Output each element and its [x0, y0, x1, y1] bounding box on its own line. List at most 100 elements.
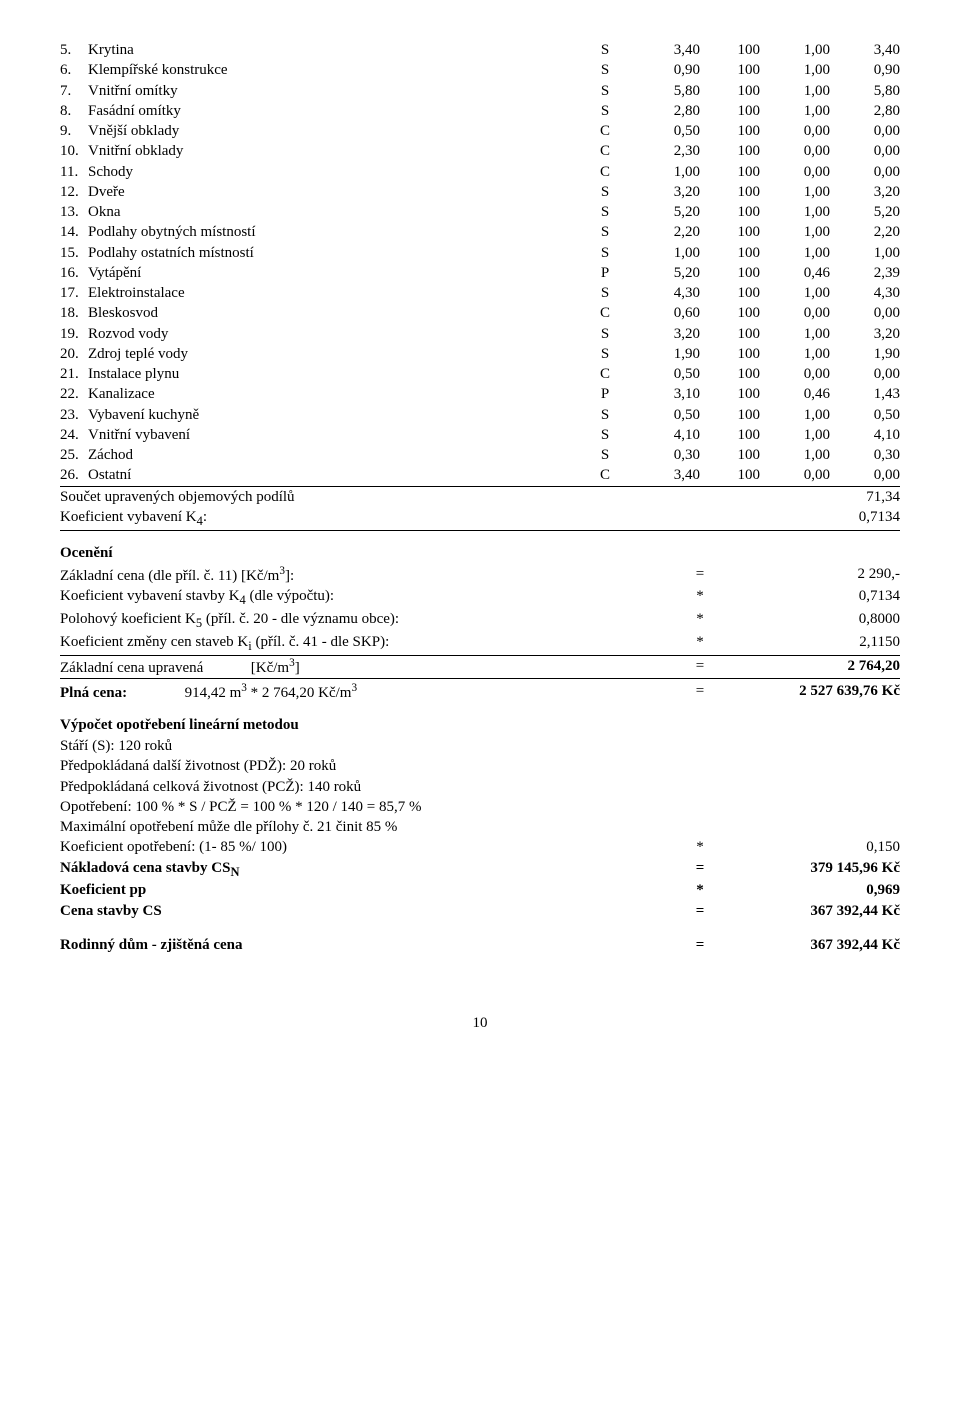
item-v4: 3,40 — [830, 40, 900, 60]
item-v2: 100 — [700, 405, 760, 425]
item-v3: 1,00 — [760, 283, 830, 303]
item-num: 26. — [60, 465, 88, 485]
item-v4: 4,30 — [830, 283, 900, 303]
opot-calc: Koeficient opotřebení: (1- 85 %/ 100)*0,… — [60, 837, 900, 921]
table-row: 7.Vnitřní omítkyS5,801001,005,80 — [60, 81, 900, 101]
opot-calc-label: Cena stavby CS — [60, 901, 680, 921]
item-v2: 100 — [700, 60, 760, 80]
item-v2: 100 — [700, 324, 760, 344]
opot-head: Výpočet opotřebení lineární metodou — [60, 717, 900, 734]
item-v3: 0,46 — [760, 263, 830, 283]
item-num: 12. — [60, 182, 88, 202]
item-v4: 2,20 — [830, 222, 900, 242]
item-v1: 0,50 — [630, 364, 700, 384]
final-row: Rodinný dům - zjištěná cena = 367 392,44… — [60, 935, 900, 955]
item-v2: 100 — [700, 222, 760, 242]
item-v2: 100 — [700, 344, 760, 364]
item-name: Vnitřní obklady — [88, 141, 580, 161]
item-num: 24. — [60, 425, 88, 445]
item-v4: 2,80 — [830, 101, 900, 121]
item-v1: 0,60 — [630, 303, 700, 323]
item-v1: 2,20 — [630, 222, 700, 242]
item-v1: 3,40 — [630, 465, 700, 485]
item-name: Ostatní — [88, 465, 580, 485]
item-num: 15. — [60, 243, 88, 263]
item-v1: 2,30 — [630, 141, 700, 161]
sum-row-2: Koeficient vybavení K4: 0,7134 — [60, 507, 900, 531]
item-type: C — [580, 364, 630, 384]
opot-calc-eq: * — [680, 837, 720, 857]
item-v4: 1,90 — [830, 344, 900, 364]
item-num: 9. — [60, 121, 88, 141]
item-type: C — [580, 465, 630, 485]
item-v2: 100 — [700, 445, 760, 465]
item-num: 18. — [60, 303, 88, 323]
table-row: 19.Rozvod vodyS3,201001,003,20 — [60, 324, 900, 344]
item-type: S — [580, 324, 630, 344]
item-type: C — [580, 141, 630, 161]
item-name: Vnější obklady — [88, 121, 580, 141]
item-v1: 0,50 — [630, 121, 700, 141]
opot-line: Stáří (S): 120 roků — [60, 736, 900, 756]
table-row: 18.BleskosvodC0,601000,000,00 — [60, 303, 900, 323]
item-name: Záchod — [88, 445, 580, 465]
table-row: 25.ZáchodS0,301001,000,30 — [60, 445, 900, 465]
sum-val-2: 0,7134 — [800, 507, 900, 530]
item-type: P — [580, 384, 630, 404]
zcu-eq: = — [680, 656, 720, 678]
opot-calc-val: 379 145,96 Kč — [720, 858, 900, 881]
item-v2: 100 — [700, 40, 760, 60]
plna-eq: = — [680, 681, 720, 703]
ocen-eq: * — [680, 586, 720, 609]
item-num: 13. — [60, 202, 88, 222]
item-v4: 0,00 — [830, 141, 900, 161]
item-v3: 1,00 — [760, 40, 830, 60]
ocen-val: 2 290,- — [720, 564, 900, 586]
item-num: 8. — [60, 101, 88, 121]
item-v2: 100 — [700, 283, 760, 303]
item-v1: 3,20 — [630, 182, 700, 202]
item-num: 19. — [60, 324, 88, 344]
item-num: 20. — [60, 344, 88, 364]
item-v3: 1,00 — [760, 182, 830, 202]
item-v4: 3,20 — [830, 324, 900, 344]
item-v3: 1,00 — [760, 81, 830, 101]
plna-row: Plná cena: 914,42 m3 * 2 764,20 Kč/m3 = … — [60, 681, 900, 703]
item-type: S — [580, 182, 630, 202]
item-v4: 0,30 — [830, 445, 900, 465]
plna-label: Plná cena: 914,42 m3 * 2 764,20 Kč/m3 — [60, 681, 680, 703]
item-v2: 100 — [700, 121, 760, 141]
item-num: 25. — [60, 445, 88, 465]
item-v4: 2,39 — [830, 263, 900, 283]
item-v1: 5,20 — [630, 202, 700, 222]
item-v4: 1,43 — [830, 384, 900, 404]
opot-calc-val: 0,150 — [720, 837, 900, 857]
item-v4: 3,20 — [830, 182, 900, 202]
item-v3: 1,00 — [760, 243, 830, 263]
item-num: 10. — [60, 141, 88, 161]
item-v2: 100 — [700, 202, 760, 222]
table-row: 26.OstatníC3,401000,000,00 — [60, 465, 900, 485]
item-v4: 0,00 — [830, 162, 900, 182]
item-v3: 1,00 — [760, 222, 830, 242]
table-row: 14.Podlahy obytných místnostíS2,201001,0… — [60, 222, 900, 242]
table-row: 21.Instalace plynuC0,501000,000,00 — [60, 364, 900, 384]
table-row: 10.Vnitřní obkladyC2,301000,000,00 — [60, 141, 900, 161]
item-name: Vnitřní vybavení — [88, 425, 580, 445]
item-type: S — [580, 81, 630, 101]
item-v2: 100 — [700, 263, 760, 283]
item-name: Kanalizace — [88, 384, 580, 404]
item-v3: 1,00 — [760, 425, 830, 445]
final-val: 367 392,44 Kč — [720, 935, 900, 955]
ocen-val: 0,8000 — [720, 609, 900, 632]
item-name: Rozvod vody — [88, 324, 580, 344]
item-name: Podlahy obytných místností — [88, 222, 580, 242]
item-type: C — [580, 303, 630, 323]
item-v3: 1,00 — [760, 405, 830, 425]
ocen-label: Koeficient změny cen staveb Ki (příl. č.… — [60, 632, 680, 655]
item-v1: 0,90 — [630, 60, 700, 80]
item-v1: 1,00 — [630, 162, 700, 182]
item-num: 7. — [60, 81, 88, 101]
table-row: 24.Vnitřní vybaveníS4,101001,004,10 — [60, 425, 900, 445]
item-name: Vybavení kuchyně — [88, 405, 580, 425]
